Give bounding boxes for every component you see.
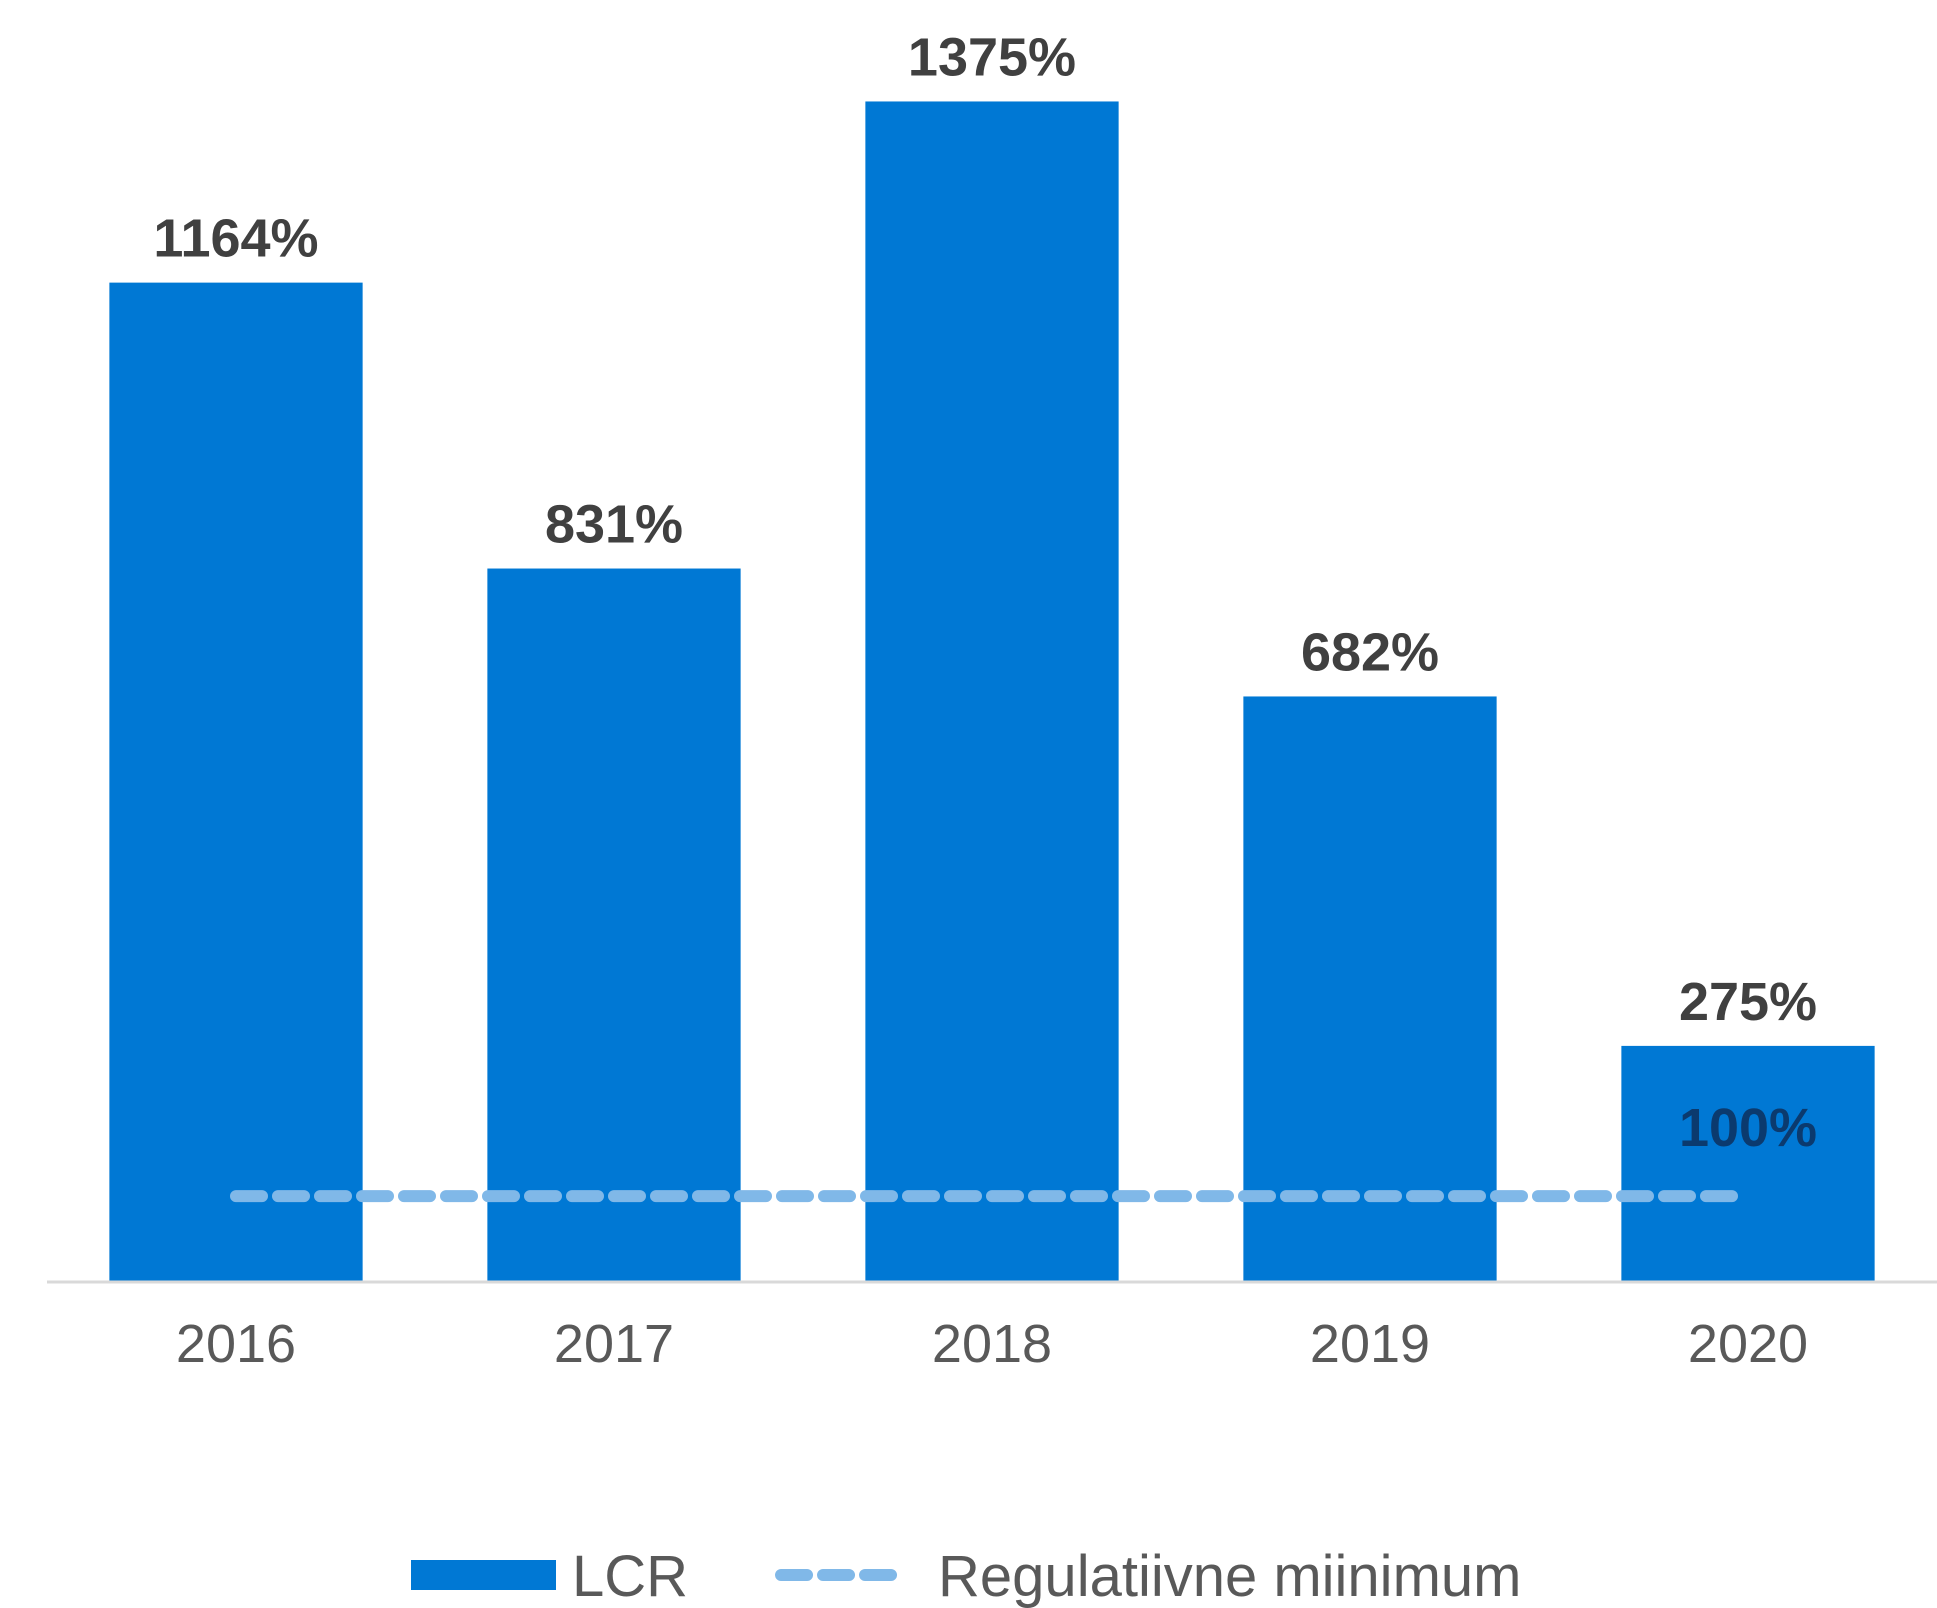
bar (487, 568, 741, 1282)
data-label: 682% (1301, 622, 1439, 682)
x-tick-label: 2020 (1688, 1314, 1808, 1374)
bar (865, 101, 1119, 1283)
bar (109, 282, 363, 1282)
data-label: 831% (545, 495, 683, 555)
data-label: 1164% (153, 209, 318, 269)
data-label: 100% (1679, 1098, 1817, 1158)
bar (1621, 1045, 1875, 1282)
x-tick-label: 2019 (1310, 1314, 1430, 1374)
data-label: 275% (1679, 972, 1817, 1032)
bar (1243, 696, 1497, 1282)
legend-label: LCR (572, 1544, 688, 1608)
legend-label: Regulatiivne miinimum (938, 1544, 1521, 1608)
legend-swatch (411, 1560, 556, 1590)
x-tick-label: 2016 (176, 1314, 296, 1374)
data-label: 1375% (908, 27, 1076, 87)
x-tick-label: 2017 (554, 1314, 674, 1374)
x-tick-label: 2018 (932, 1314, 1052, 1374)
